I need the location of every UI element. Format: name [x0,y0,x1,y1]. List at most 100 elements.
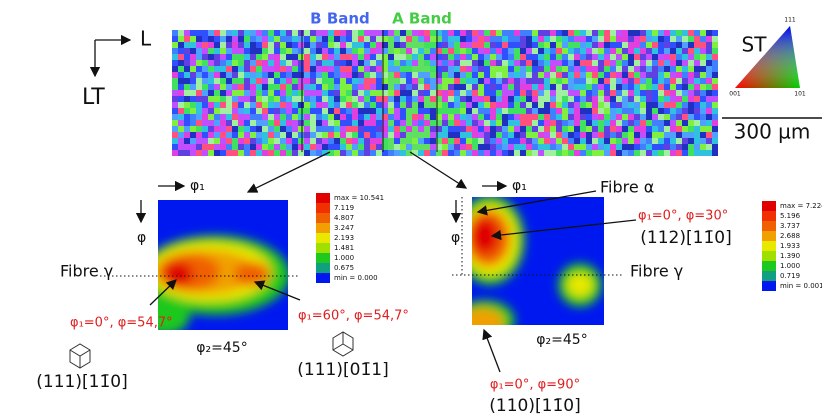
orientation-angles: φ₁=0°, φ=90° [490,378,580,393]
grain [508,90,514,96]
grain [442,66,448,72]
grain [466,114,472,120]
grain [574,36,580,42]
grain [502,144,508,150]
grain [412,30,418,36]
grain [370,36,376,42]
grain [490,96,496,102]
grain [190,72,196,78]
grain [670,78,676,84]
grain [568,42,574,48]
grain [388,72,394,78]
grain [370,48,376,54]
grain [352,36,358,42]
grain [436,114,442,120]
grain [226,144,232,150]
grain [700,126,706,132]
grain [430,90,436,96]
grain [712,30,718,36]
grain [184,36,190,42]
grain [634,114,640,120]
grain [712,60,718,66]
grain [586,108,592,114]
grain [316,120,322,126]
grain [202,90,208,96]
grain [508,36,514,42]
grain [688,66,694,72]
grain [580,126,586,132]
grain [352,132,358,138]
grain [472,42,478,48]
grain [238,78,244,84]
grain [202,42,208,48]
grain [304,102,310,108]
grain [706,66,712,72]
grain [208,36,214,42]
grain [466,90,472,96]
grain [322,48,328,54]
grain [406,42,412,48]
grain [562,138,568,144]
grain [262,30,268,36]
grain [202,54,208,60]
grain [634,150,640,156]
grain [268,60,274,66]
grain [604,48,610,54]
grain [622,144,628,150]
grain [484,30,490,36]
grain [376,48,382,54]
grain [694,48,700,54]
grain [352,96,358,102]
grain [634,60,640,66]
legend-swatch [762,201,776,211]
grain [466,54,472,60]
grain [430,96,436,102]
grain [574,114,580,120]
grain [634,90,640,96]
grain [604,108,610,114]
legend-label: min = 0.001 [780,282,822,290]
grain [442,138,448,144]
grain [580,120,586,126]
grain [598,96,604,102]
grain [472,144,478,150]
grain [424,66,430,72]
grain [442,120,448,126]
grain [694,114,700,120]
grain [646,102,652,108]
grain [184,150,190,156]
grain [556,60,562,66]
grain [610,114,616,120]
grain [532,42,538,48]
grain [652,84,658,90]
grain [394,96,400,102]
grain [496,102,502,108]
grain [388,114,394,120]
grain [298,36,304,42]
grain [250,42,256,48]
grain [190,108,196,114]
grain [262,132,268,138]
grain [496,126,502,132]
grain [604,54,610,60]
grain [472,30,478,36]
grain [436,138,442,144]
grain [580,138,586,144]
grain [454,42,460,48]
grain [574,138,580,144]
grain [250,84,256,90]
grain [232,54,238,60]
grain [700,72,706,78]
grain [454,114,460,120]
grain [556,132,562,138]
grain [334,144,340,150]
grain [328,54,334,60]
grain [256,138,262,144]
grain [496,42,502,48]
grain [556,72,562,78]
grain [706,84,712,90]
grain [586,96,592,102]
grain [256,72,262,78]
grain [292,66,298,72]
grain [628,126,634,132]
